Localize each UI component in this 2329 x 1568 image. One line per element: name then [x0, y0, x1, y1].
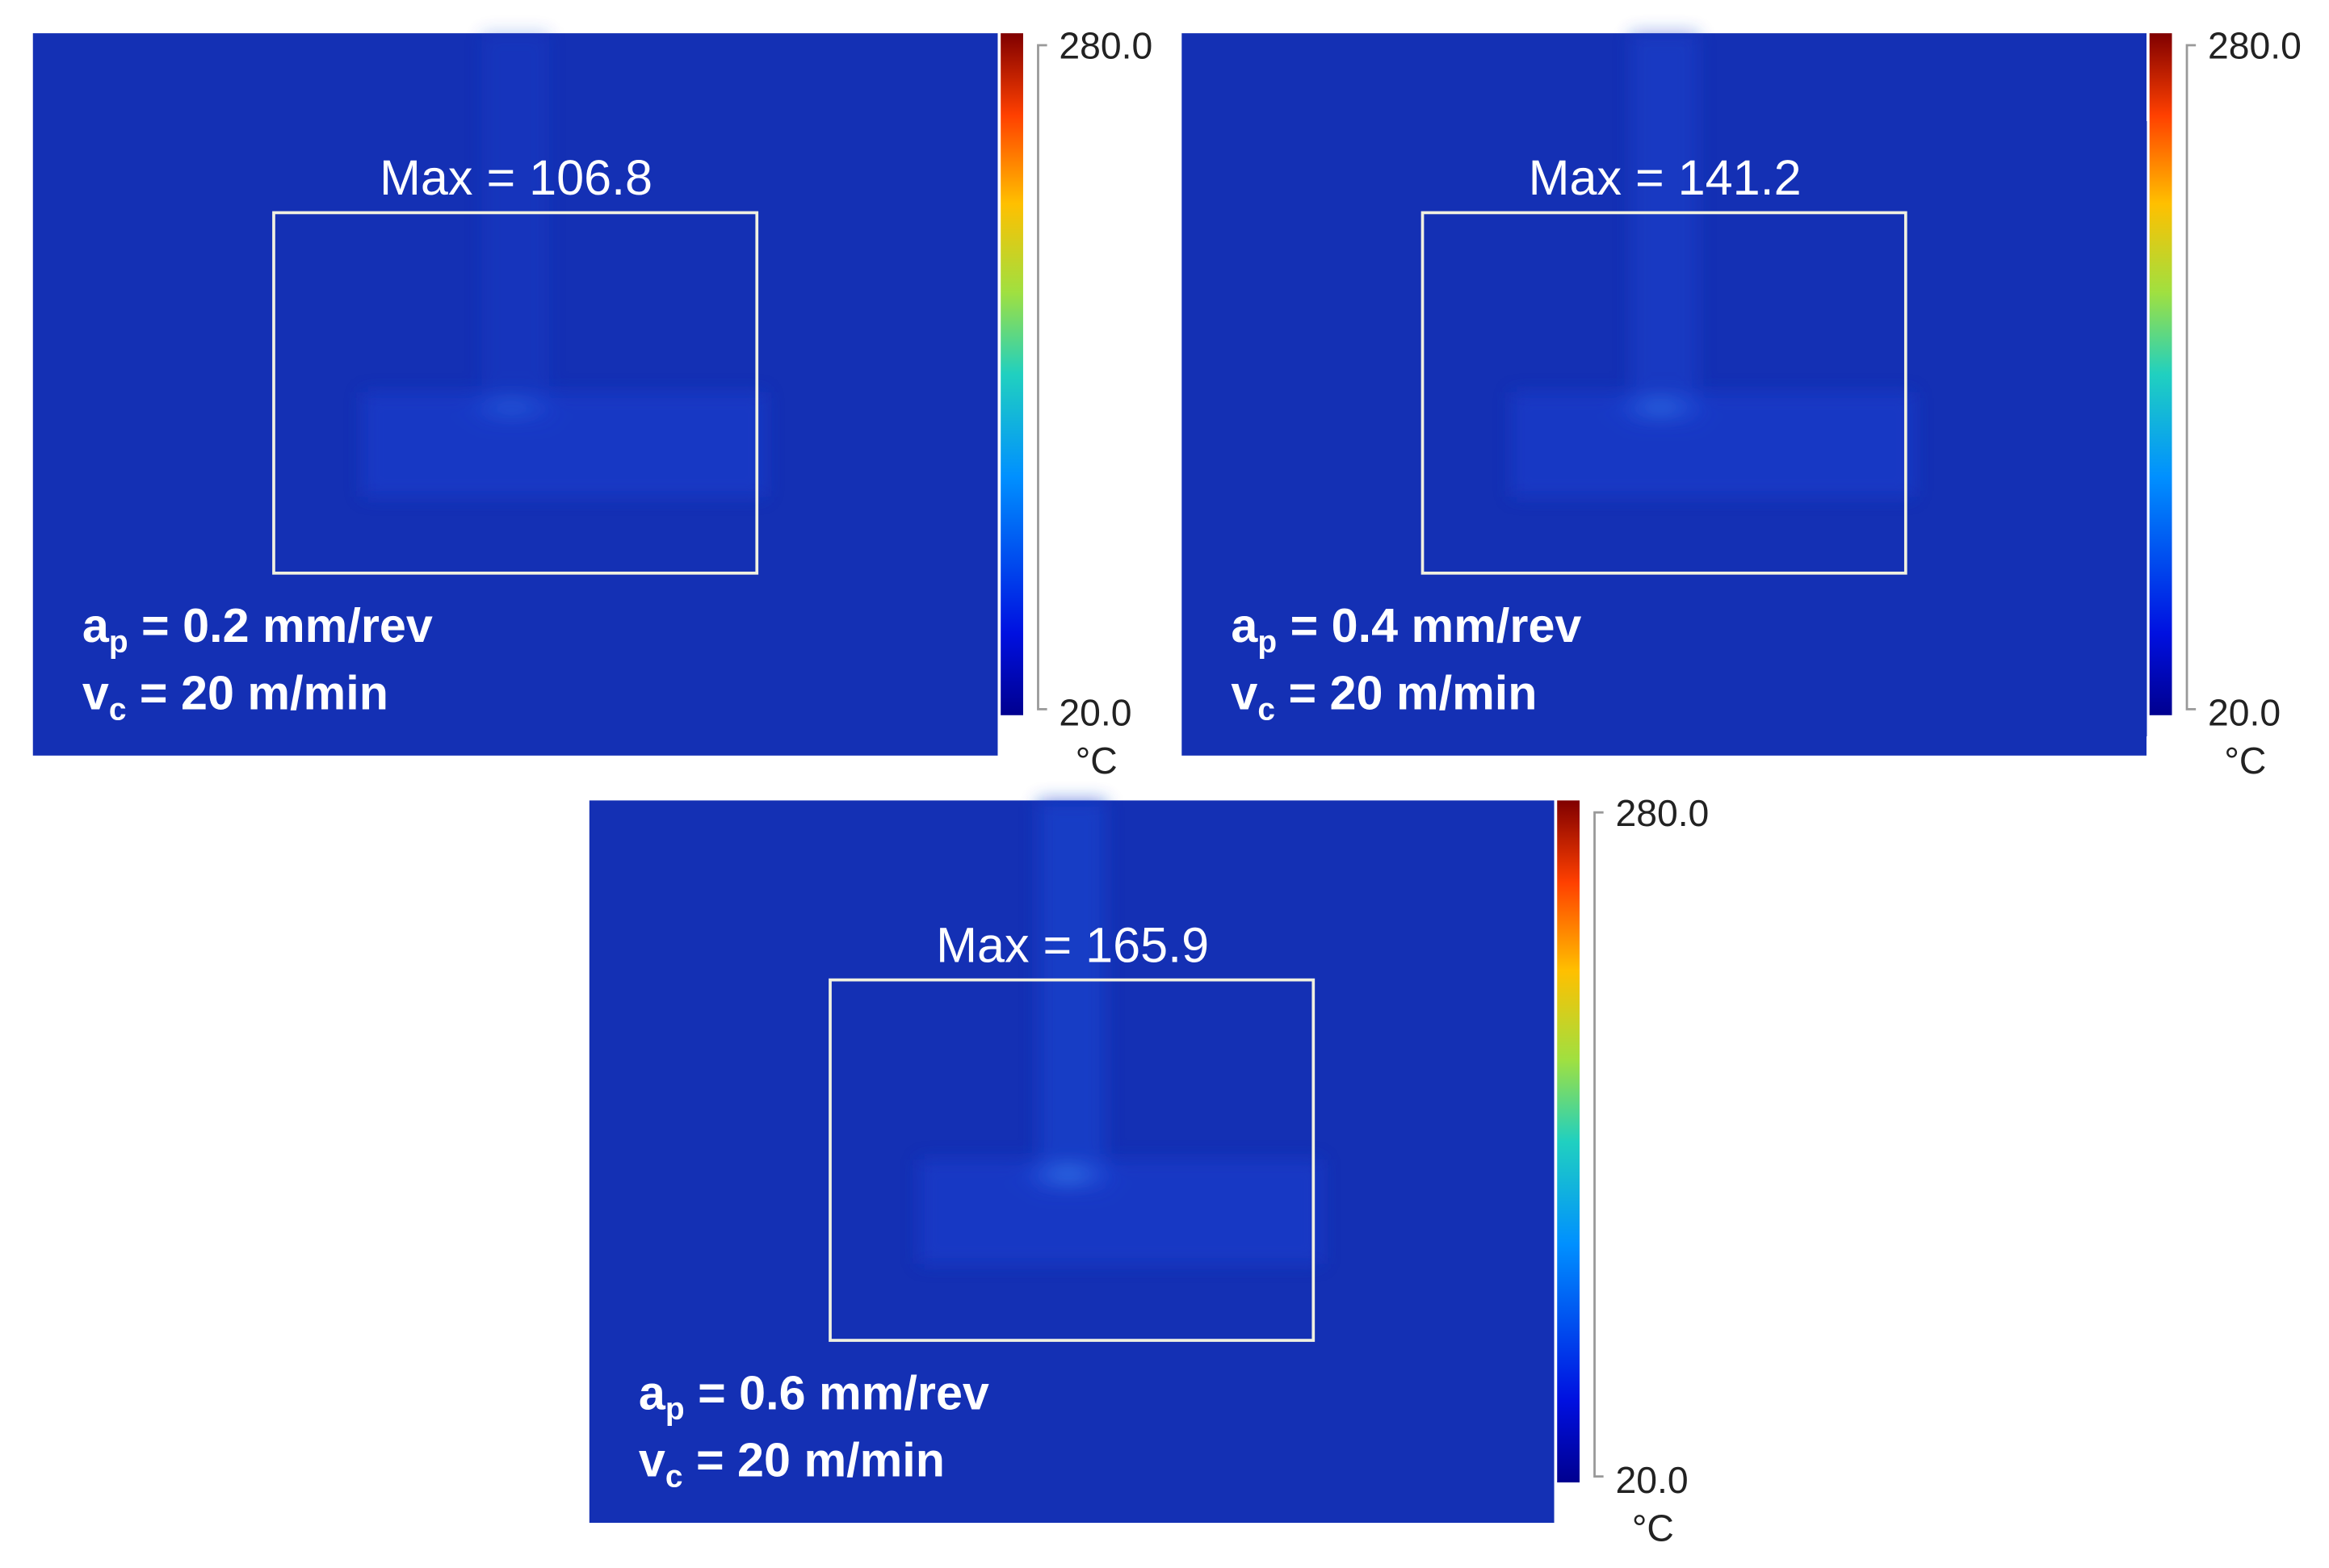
tool-shape	[1038, 800, 1106, 1189]
depth-text: = 0.4 mm/rev	[1277, 598, 1581, 652]
tool-shape	[481, 33, 549, 422]
measurement-box	[272, 211, 759, 575]
hot-spot	[1008, 1156, 1128, 1193]
scale-bottom: 20.0	[1615, 1459, 1688, 1501]
depth-subscript: p	[109, 625, 128, 660]
max-label: Max = 165.9	[936, 917, 1209, 972]
measurement-box	[829, 978, 1316, 1342]
speed-symbol: v	[82, 665, 109, 719]
depth-symbol: a	[82, 598, 110, 652]
depth-symbol: a	[1231, 598, 1258, 652]
tool-shape	[1630, 33, 1698, 422]
speed-text: = 20 m/min	[1275, 665, 1537, 719]
depth-text: = 0.6 mm/rev	[685, 1365, 989, 1419]
speed-text: = 20 m/min	[683, 1433, 945, 1487]
scale-bracket	[2185, 44, 2197, 711]
scale-top: 280.0	[1059, 25, 1152, 67]
speed-label: vc = 20 m/min	[82, 665, 388, 727]
depth-subscript: p	[1257, 625, 1277, 660]
speed-label: vc = 20 m/min	[1231, 665, 1537, 727]
color-bar	[2149, 33, 2172, 715]
color-bar	[1557, 800, 1580, 1483]
speed-subscript: c	[1257, 692, 1275, 727]
scale-bottom: 20.0	[2208, 692, 2281, 734]
speed-label: vc = 20 m/min	[639, 1433, 945, 1495]
speed-subscript: c	[665, 1460, 683, 1495]
speed-symbol: v	[1231, 665, 1257, 719]
hot-spot	[1600, 388, 1721, 426]
depth-label: ap = 0.2 mm/rev	[82, 598, 433, 660]
depth-text: = 0.2 mm/rev	[128, 598, 433, 652]
color-bar	[1001, 33, 1023, 715]
hot-spot	[451, 388, 572, 426]
max-label: Max = 106.8	[380, 150, 653, 205]
speed-text: = 20 m/min	[126, 665, 388, 719]
scale-bracket	[1593, 811, 1604, 1478]
depth-subscript: p	[665, 1392, 685, 1427]
scene	[362, 33, 766, 497]
speed-subscript: c	[109, 692, 127, 727]
scale-top: 280.0	[1615, 792, 1709, 834]
depth-symbol: a	[639, 1365, 666, 1419]
scene	[918, 800, 1323, 1264]
scale-top: 280.0	[2208, 25, 2302, 67]
depth-label: ap = 0.4 mm/rev	[1231, 598, 1581, 660]
depth-label: ap = 0.6 mm/rev	[639, 1365, 989, 1427]
scale-unit: °C	[1632, 1507, 1674, 1549]
scale-bottom: 20.0	[1059, 692, 1131, 734]
max-label: Max = 141.2	[1529, 150, 1802, 205]
scale-unit: °C	[1076, 740, 1118, 782]
measurement-box	[1420, 211, 1907, 575]
scale-bracket	[1037, 44, 1047, 711]
speed-symbol: v	[639, 1433, 665, 1487]
scene	[1510, 33, 1915, 497]
scale-unit: °C	[2224, 740, 2266, 782]
